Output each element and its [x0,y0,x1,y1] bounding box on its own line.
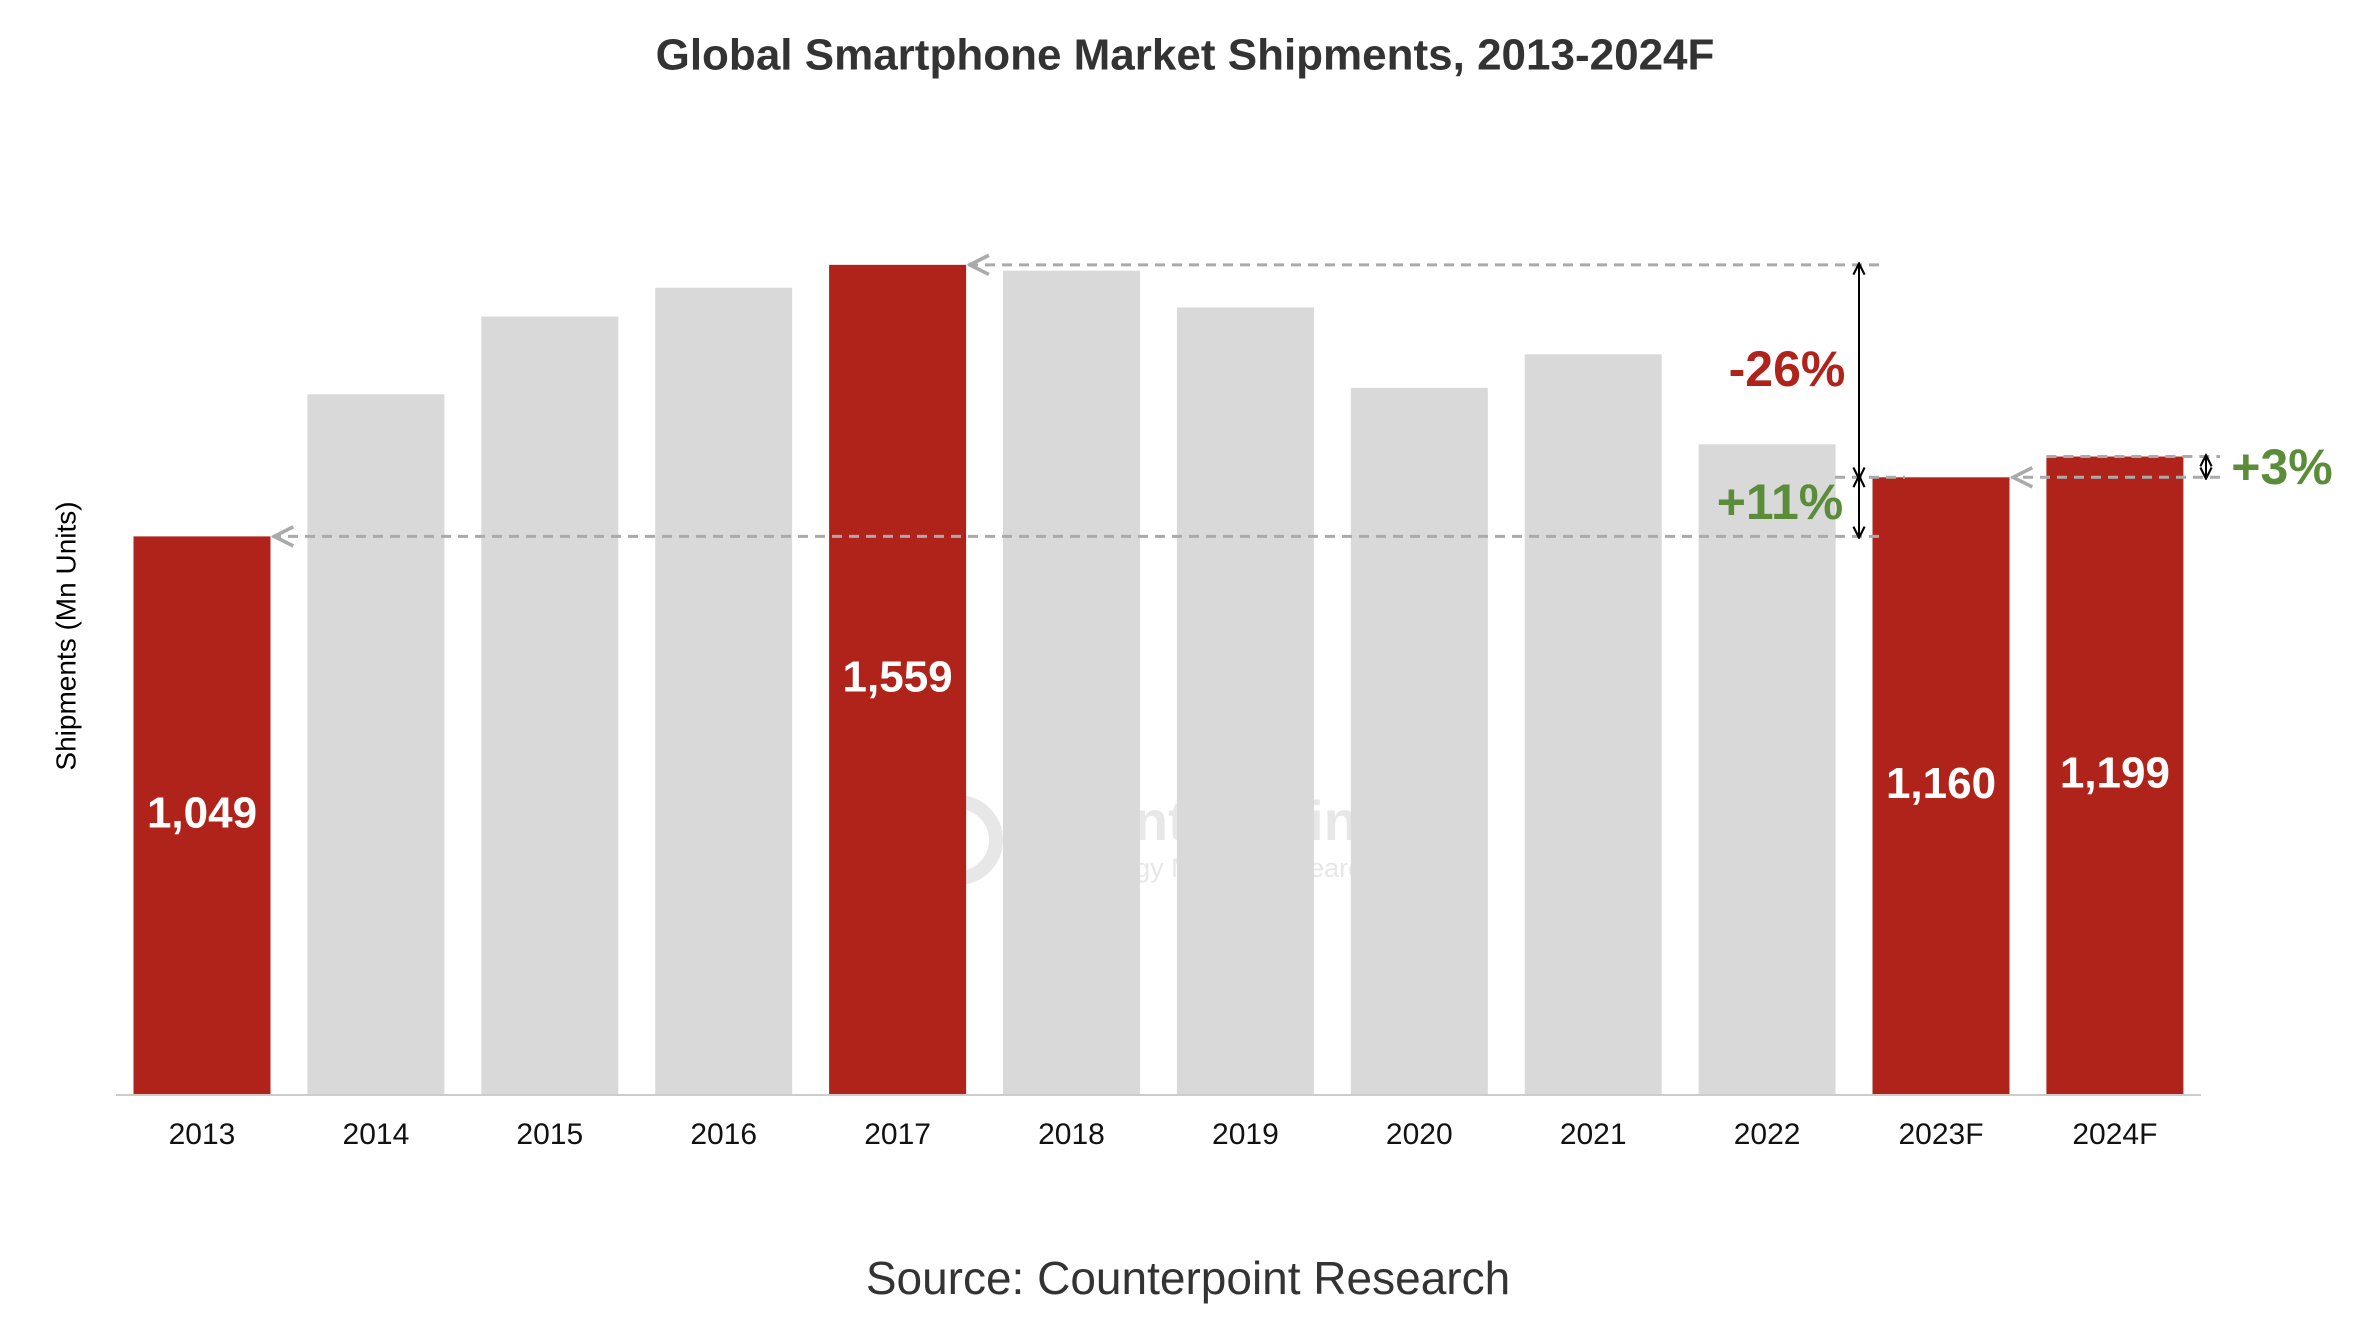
annotation: +11% [1717,474,1844,530]
bar [307,394,445,1096]
bar [1872,477,2010,1095]
x-tick-label: 2013 [169,1118,236,1151]
y-axis-label: Shipments (Mn Units) [50,501,81,770]
x-tick-label: 2023F [1898,1118,1983,1151]
x-tick-label: 2017 [864,1118,931,1151]
annotation: -26% [1729,341,1846,397]
x-tick-label: 2014 [343,1118,410,1151]
chart-title: Global Smartphone Market Shipments, 2013… [656,31,1715,80]
bar [1003,270,1140,1095]
bar [2046,456,2184,1096]
value-label: 1,160 [1886,759,1996,808]
x-tick-label: 2024F [2072,1118,2157,1151]
bar [133,536,271,1095]
value-label: 1,049 [147,788,257,837]
bar [829,264,967,1095]
bar [1350,387,1488,1096]
value-label: 1,199 [2060,748,2170,797]
x-tick-label: 2016 [690,1118,757,1151]
bar [655,287,793,1096]
bar [481,316,619,1095]
x-tick-label: 2018 [1038,1118,1105,1151]
bar [1524,354,1662,1096]
source: Source: Counterpoint Research [866,1252,1510,1304]
x-tick-label: 2015 [516,1118,583,1151]
x-tick-label: 2019 [1212,1118,1279,1151]
value-label: 1,559 [843,653,953,702]
x-tick-label: 2021 [1560,1118,1627,1151]
bar [1176,307,1314,1095]
bar [1698,444,1836,1095]
x-tick-label: 2020 [1386,1118,1453,1151]
annotation: +3% [2231,439,2332,495]
x-tick-label: 2022 [1734,1118,1801,1151]
